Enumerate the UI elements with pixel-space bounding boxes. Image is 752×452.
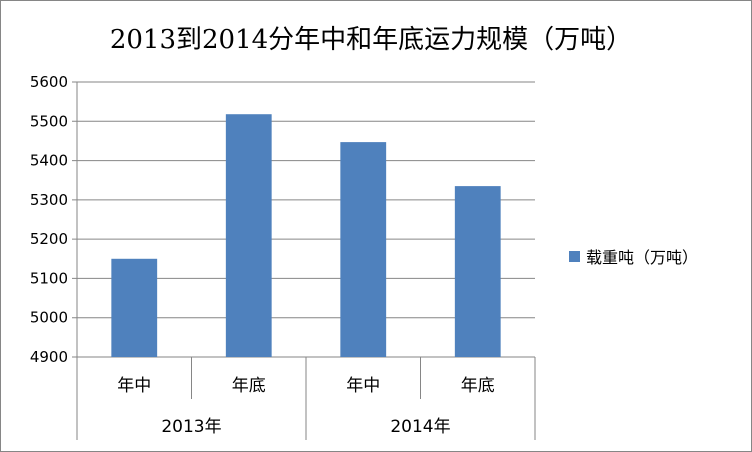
chart-title: 2013到2014分年中和年底运力规模（万吨） — [109, 25, 633, 55]
y-tick-label: 5400 — [30, 152, 68, 170]
y-tick-label: 5500 — [30, 112, 68, 130]
bar — [454, 186, 501, 357]
x-category-label: 年底 — [461, 376, 495, 396]
axes — [76, 82, 536, 440]
bar — [340, 142, 387, 357]
y-tick-label: 5200 — [30, 230, 68, 248]
legend: 载重吨（万吨） — [569, 244, 698, 268]
x-category-label: 年底 — [232, 376, 266, 396]
y-tick-labels: 4900 5000 5100 5200 5300 5400 5500 5600 — [30, 73, 68, 366]
y-tick-label: 5600 — [30, 73, 68, 91]
bar — [225, 114, 272, 357]
bars — [111, 114, 501, 357]
legend-swatch — [569, 250, 580, 262]
legend-label: 载重吨（万吨） — [586, 248, 699, 267]
x-category-label: 年中 — [346, 376, 380, 396]
x-category-labels: 年中 年底 年中 年底 2013年 2014年 — [117, 376, 495, 437]
y-tick-label: 5000 — [30, 309, 68, 327]
x-group-label: 2013年 — [161, 417, 221, 437]
y-tick-label: 5100 — [30, 269, 68, 287]
x-category-label: 年中 — [117, 376, 151, 396]
y-tick-label: 4900 — [30, 348, 68, 366]
x-group-label: 2014年 — [390, 417, 450, 437]
y-tick-label: 5300 — [30, 191, 68, 209]
bar — [111, 258, 158, 357]
